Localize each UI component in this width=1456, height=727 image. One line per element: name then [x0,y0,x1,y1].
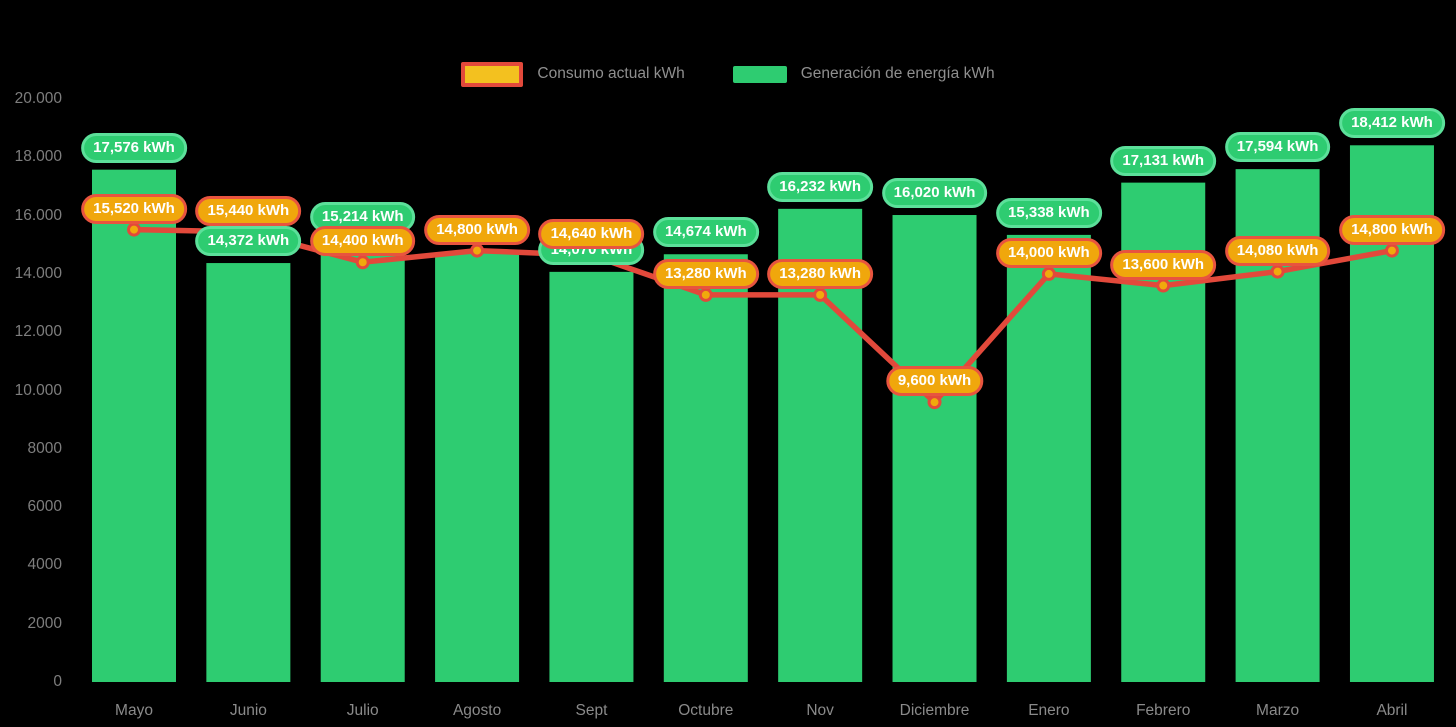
generation-bar-enero [1006,234,1091,683]
generation-bar-abril [1349,145,1434,682]
consumption-point-mayo [127,222,141,237]
consumption-point-agosto [470,243,485,258]
consumption-point-diciembre [927,395,942,410]
consumption-point-sept [584,248,599,263]
generation-bar-julio [320,238,405,682]
generation-legend-swatch[interactable] [732,65,787,83]
consumption-point-octubre [698,287,713,302]
generation-bar-febrero [1121,182,1206,682]
generation-bar-junio [206,263,291,682]
consumption-legend-swatch[interactable] [461,61,524,87]
consumption-point-enero [1041,266,1056,281]
generation-bar-diciembre [892,215,977,682]
consumption-point-abril [1384,243,1399,258]
consumption-point-marzo [1270,264,1285,279]
generation-bar-sept [549,271,634,682]
generation-bar-nov [778,208,863,682]
generation-bar-marzo [1235,169,1320,683]
generation-legend-label[interactable]: Generación de energía kWh [800,65,995,82]
consumption-point-junio [241,224,256,239]
consumption-point-julio [355,255,370,270]
consumption-point-febrero [1156,278,1171,293]
consumption-line-path [133,226,1393,405]
consumption-legend-label[interactable]: Consumo actual kWh [537,65,685,82]
chart-legend: Consumo actual kWh Generación de energía… [0,60,1456,88]
consumption-point-nov [813,287,828,302]
generation-bar-octubre [663,254,748,682]
generation-bar-mayo [92,169,176,682]
generation-bar-agosto [435,253,520,682]
